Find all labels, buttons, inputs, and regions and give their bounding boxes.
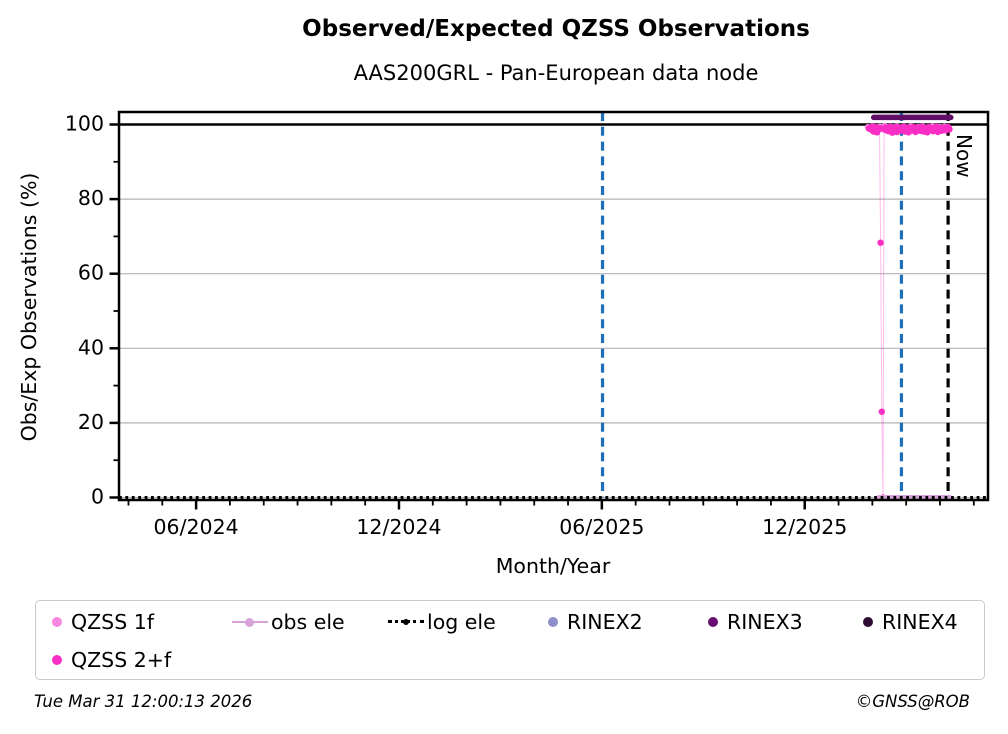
y-tick-label: 0 (91, 485, 104, 509)
legend-item-qzss-2f: QZSS 2+f (52, 646, 171, 674)
series-qzss-2-f-connector (868, 124, 950, 498)
legend-item-log-ele: log ele (388, 608, 496, 636)
qzss-2f-marker-icon (52, 655, 62, 665)
plot-timestamp: Tue Mar 31 12:00:13 2026 (34, 692, 253, 711)
x-axis-label: Month/Year (495, 554, 611, 578)
qzss-1f-marker-icon (52, 617, 62, 627)
legend-label: obs ele (271, 610, 345, 634)
legend-item-obs-ele: obs ele (232, 608, 345, 636)
chart-subtitle: AAS200GRL - Pan-European data node (353, 61, 759, 85)
axes-spines (117, 110, 990, 502)
data-point (877, 239, 884, 246)
y-tick-label: 20 (78, 410, 104, 434)
gridlines (119, 198, 988, 499)
legend-label: QZSS 2+f (71, 648, 172, 672)
now-line-label: Now (952, 134, 976, 178)
x-tick-label: 06/2024 (154, 515, 239, 539)
copyright-notice: ©GNSS@ROB (855, 692, 970, 711)
y-tick-label: 100 (65, 111, 104, 135)
x-tick-label: 06/2025 (559, 515, 644, 539)
legend-label: RINEX2 (567, 610, 643, 634)
data-point (878, 408, 885, 415)
legend-label: QZSS 1f (71, 610, 154, 634)
plot-area: 06/2024 12/2024 06/2025 12/2025 0 20 40 60 80 100 (65, 110, 990, 539)
y-axis-label: Obs/Exp Observations (%) (17, 172, 41, 442)
legend-label: RINEX4 (882, 610, 958, 634)
rinex2-marker-icon (548, 617, 558, 627)
rinex4-marker-icon (863, 617, 873, 627)
legend: QZSS 1f obs ele log ele RINEX2 RINEX3 RI… (35, 600, 985, 680)
x-tick-label: 12/2024 (356, 515, 441, 539)
legend-item-rinex3: RINEX3 (708, 608, 803, 636)
axis-ticks: 06/2024 12/2024 06/2025 12/2025 0 20 40 60 80 100 (65, 111, 975, 539)
y-tick-label: 40 (78, 335, 104, 359)
legend-item-rinex2: RINEX2 (548, 608, 643, 636)
y-tick-label: 60 (78, 261, 104, 285)
legend-label: RINEX3 (727, 610, 803, 634)
obs-ele-marker-icon (232, 617, 268, 627)
series-qzss-2-f (865, 123, 953, 501)
rinex3-marker-icon (708, 617, 718, 627)
data-point (946, 126, 953, 133)
log-ele-marker-icon (388, 617, 424, 627)
x-tick-label: 12/2025 (762, 515, 847, 539)
y-tick-label: 80 (78, 186, 104, 210)
legend-item-qzss-1f: QZSS 1f (52, 608, 154, 636)
legend-label: log ele (427, 610, 496, 634)
legend-item-rinex4: RINEX4 (863, 608, 958, 636)
chart-title: Observed/Expected QZSS Observations (302, 16, 810, 42)
